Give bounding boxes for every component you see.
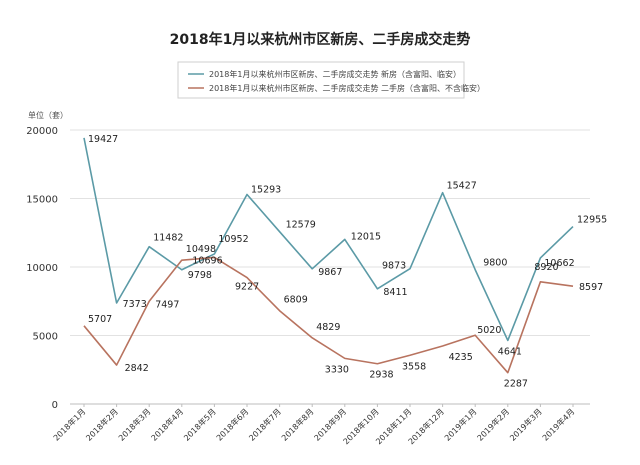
y-tick-label-0: 0 [52,400,58,411]
x-tick-label-8: 2018年9月 [312,406,348,442]
data-label-s1-7: 4829 [316,322,340,333]
legend-label-resale-homes: 2018年1月以来杭州市区新房、二手房成交走势 二手房（含富阳、不含临安） [209,83,485,93]
data-label-s1-12: 5020 [477,325,501,336]
gridlines [70,129,590,336]
data-label-s0-6: 12579 [286,220,316,231]
data-label-s0-14: 10662 [544,258,574,269]
x-tick-label-2: 2018年3月 [116,406,152,442]
data-label-s1-13: 2287 [504,379,528,390]
legend-label-new-homes: 2018年1月以来杭州市区新房、二手房成交走势 新房（含富阳、临安） [209,69,461,79]
data-label-s1-2: 7497 [155,299,179,310]
data-label-s0-4: 10952 [218,234,248,245]
data-label-s1-6: 6809 [284,295,308,306]
data-label-s0-8: 12015 [351,231,381,242]
data-label-s1-10: 3558 [402,361,426,372]
data-label-s0-9: 8411 [383,287,407,298]
x-tick-label-13: 2019年2月 [475,406,511,442]
x-tick-label-7: 2018年8月 [279,406,315,442]
data-label-s0-1: 7373 [123,299,147,310]
data-label-s1-1: 2842 [125,363,149,374]
y-tick-label-20000: 20000 [26,126,58,137]
x-tick-label-4: 2018年5月 [181,406,217,442]
data-label-s1-4: 10696 [192,255,222,266]
data-label-s1-14: 8920 [534,262,558,273]
data-label-s1-5: 9227 [235,282,259,293]
data-label-s1-9: 2938 [369,370,393,381]
data-label-s1-3: 10498 [186,244,216,255]
data-labels: 19427 7373 11482 9798 10952 15293 12579 9867 120… [88,134,607,390]
data-label-s0-13: 4641 [498,346,522,357]
data-label-s1-11: 4235 [449,352,473,363]
data-label-s1-15: 8597 [579,282,603,293]
y-axis-ticks: 0 5000 10000 15000 20000 [26,126,58,411]
x-axis-ticks: 2018年1月2018年2月2018年3月2018年4月2018年5月2018年… [51,404,576,446]
series-line-1 [83,256,574,374]
data-label-s0-0: 19427 [88,134,118,145]
data-label-s1-8: 3330 [325,364,349,375]
x-tick-label-12: 2019年1月 [442,406,478,442]
y-tick-label-10000: 10000 [26,263,58,274]
x-tick-label-1: 2018年2月 [84,406,120,442]
series-line-0 [83,137,574,342]
data-label-s1-0: 5707 [88,314,112,325]
data-label-s0-10: 9873 [382,261,406,272]
legend-box [177,61,465,99]
data-label-s0-15: 12955 [577,215,607,226]
series-lines [83,137,574,374]
data-label-s0-11: 15427 [447,181,477,192]
data-label-s0-3: 9798 [188,270,212,281]
y-tick-label-15000: 15000 [26,195,58,206]
x-tick-label-6: 2018年7月 [247,406,283,442]
x-tick-label-15: 2019年4月 [540,406,576,442]
data-label-s0-12: 9800 [483,258,507,269]
data-label-s0-2: 11482 [153,233,183,244]
x-tick-label-14: 2019年3月 [507,406,543,442]
legend: 2018年1月以来杭州市区新房、二手房成交走势 新房（含富阳、临安） 2018年… [177,61,485,99]
x-tick-label-3: 2018年4月 [149,406,185,442]
data-label-s0-7: 9867 [318,267,342,278]
y-unit-label: 单位（套） [28,110,68,120]
data-label-s0-5: 15293 [251,184,281,195]
x-tick-label-5: 2018年6月 [214,406,250,442]
chart-title: 2018年1月以来杭州市区新房、二手房成交走势 [170,31,471,48]
y-tick-label-5000: 5000 [33,332,58,343]
x-tick-label-0: 2018年1月 [51,406,87,442]
